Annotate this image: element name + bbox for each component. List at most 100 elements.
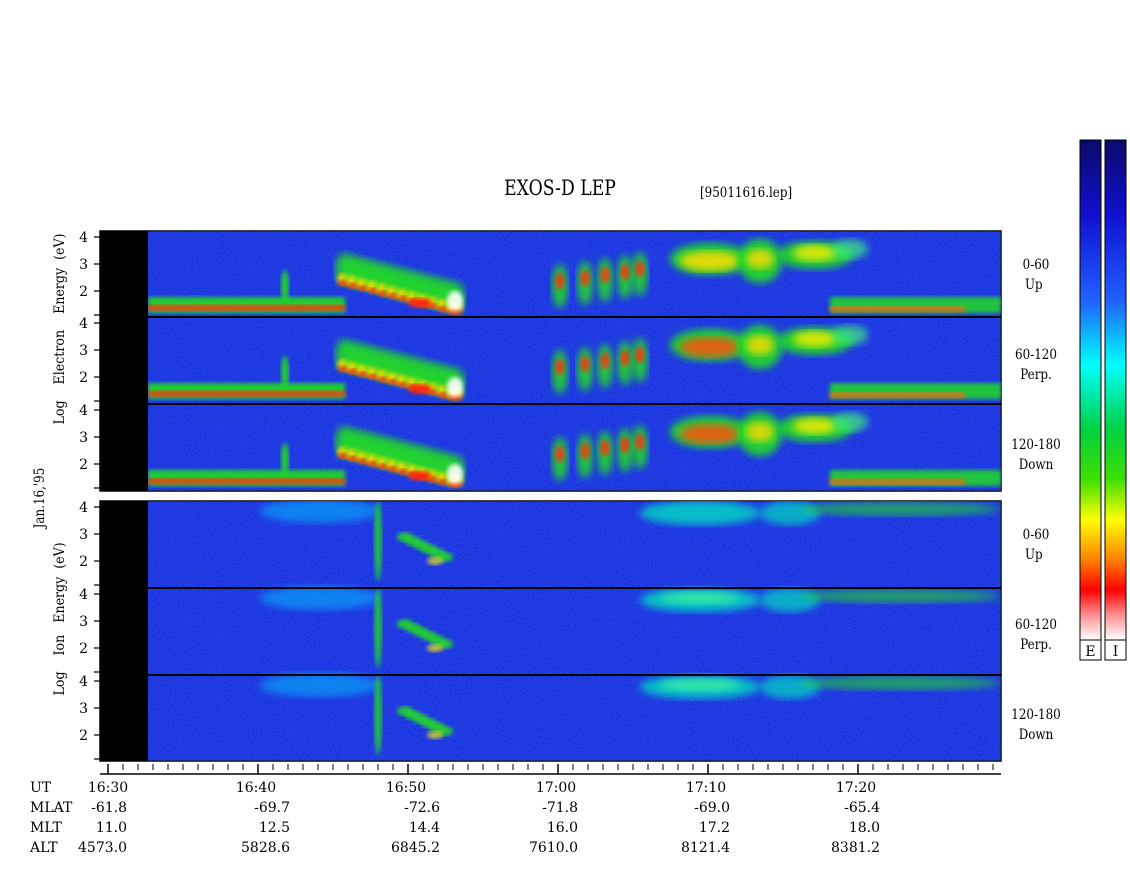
- noise-texture: [148, 231, 1001, 491]
- spectral-feature: [555, 446, 565, 462]
- spectral-feature: [447, 464, 463, 484]
- y-tick-label: 4: [79, 316, 88, 332]
- spectral-feature: [746, 335, 774, 355]
- spectral-feature: [448, 394, 462, 401]
- spectral-feature: [793, 245, 837, 261]
- y-tick-label: 4: [79, 230, 88, 246]
- ephemeris-row-name: MLAT: [30, 800, 73, 816]
- electron-ylabel: Log Electron Energy (eV): [52, 233, 68, 425]
- spectral-feature: [680, 424, 740, 444]
- spectral-feature: [427, 644, 443, 652]
- ylabel-ev: (eV): [52, 233, 68, 260]
- ephemeris-value: 8121.4: [681, 840, 730, 856]
- channel-angle: 0-60: [1022, 527, 1050, 543]
- spectral-feature: [746, 422, 774, 442]
- ephemeris-row-name: UT: [30, 780, 52, 796]
- y-tick-label: 2: [79, 554, 88, 570]
- spectral-feature: [800, 676, 1000, 690]
- ephemeris-value: 14.4: [408, 820, 440, 836]
- ephemeris-value: -71.8: [542, 800, 578, 816]
- y-tick-label: 4: [79, 674, 88, 690]
- channel-dir: Down: [1018, 727, 1054, 743]
- spectral-feature: [555, 273, 565, 289]
- spectral-feature: [660, 592, 740, 604]
- channel-dir: Down: [1018, 457, 1054, 473]
- spectral-feature: [800, 502, 1000, 516]
- spectral-feature: [448, 308, 462, 315]
- ephemeris-value: 8381.2: [831, 840, 880, 856]
- channel-label-i-up: 0-60 Up: [1006, 525, 1066, 565]
- ylabel-ion: Ion: [52, 634, 68, 656]
- ylabel-log: Log: [52, 400, 68, 425]
- ylabel-log-ion: Log: [52, 671, 68, 696]
- y-tick-label: 3: [79, 343, 88, 359]
- spectral-feature: [148, 478, 345, 484]
- channel-dir: Up: [1024, 277, 1043, 293]
- spectral-feature: [620, 350, 630, 366]
- y-tick-label: 4: [79, 403, 88, 419]
- ion-spectrogram-block: [99, 500, 1002, 762]
- spectral-feature: [800, 589, 1000, 603]
- spectral-feature: [408, 384, 432, 394]
- channel-dir: Perp.: [1020, 367, 1052, 383]
- ephemeris-row-name: MLT: [30, 820, 62, 836]
- ylabel-ev-ion: (eV): [52, 542, 68, 569]
- channel-label-e-up: 0-60 Up: [1006, 255, 1066, 295]
- ylabel-electron: Electron: [52, 329, 68, 385]
- spectral-feature: [260, 501, 380, 523]
- x-tick-label: 17:20: [835, 780, 877, 796]
- channel-angle: 120-180: [1011, 707, 1061, 723]
- spectral-feature: [832, 325, 868, 345]
- x-tick-label: 17:10: [685, 780, 727, 796]
- file-name: [95011616.lep]: [700, 185, 793, 201]
- spectral-feature: [580, 270, 590, 286]
- y-tick-label: 3: [79, 430, 88, 446]
- y-tick-label: 2: [79, 284, 88, 300]
- channel-dir: Up: [1024, 547, 1043, 563]
- spectral-feature: [260, 586, 380, 610]
- ephemeris-value: 5828.6: [241, 840, 290, 856]
- ephemeris-row-name: ALT: [30, 840, 58, 856]
- date-label: Jan.16,'95: [32, 467, 48, 529]
- y-tick-label: 3: [79, 701, 88, 717]
- x-tick-label: 16:30: [87, 780, 129, 796]
- chart-title: EXOS-D LEP: [504, 176, 616, 200]
- ylabel-energy: Energy: [52, 267, 68, 314]
- y-tick-label: 2: [79, 728, 88, 744]
- colorbar-label-i: I: [1113, 644, 1119, 660]
- ephemeris-value: 11.0: [95, 820, 127, 836]
- channel-dir: Perp.: [1020, 637, 1052, 653]
- spectral-feature: [600, 353, 610, 369]
- colorbar-label-e: E: [1085, 644, 1095, 660]
- spectral-feature: [408, 471, 432, 481]
- spectral-feature: [281, 356, 289, 388]
- y-tick-label: 2: [79, 457, 88, 473]
- spectral-feature: [580, 356, 590, 372]
- spectral-feature: [447, 377, 463, 397]
- spectral-feature: [620, 264, 630, 280]
- spectral-feature: [374, 588, 382, 668]
- channel-label-e-down: 120-180 Down: [1006, 435, 1066, 475]
- ephemeris-value: 16.0: [546, 820, 578, 836]
- spectral-feature: [600, 440, 610, 456]
- spectral-feature: [832, 412, 868, 432]
- spectral-feature: [793, 331, 837, 347]
- spectral-feature: [830, 479, 965, 485]
- ephemeris-value: 4573.0: [78, 840, 127, 856]
- y-tick-label: 3: [79, 257, 88, 273]
- y-tick-label: 3: [79, 527, 88, 543]
- ephemeris-value: 12.5: [258, 820, 290, 836]
- colorbar-ion: [1104, 139, 1127, 661]
- spectral-feature: [680, 251, 740, 271]
- spectral-feature: [427, 731, 443, 739]
- channel-label-i-down: 120-180 Down: [1006, 705, 1066, 745]
- y-tick-label: 2: [79, 370, 88, 386]
- spectral-feature: [148, 391, 345, 397]
- ephemeris-value: 17.2: [698, 820, 730, 836]
- channel-label-i-perp: 60-120 Perp.: [1006, 615, 1066, 655]
- y-tick-label: 2: [79, 641, 88, 657]
- spectral-feature: [555, 359, 565, 375]
- spectral-feature: [635, 261, 645, 277]
- spectral-feature: [830, 306, 965, 312]
